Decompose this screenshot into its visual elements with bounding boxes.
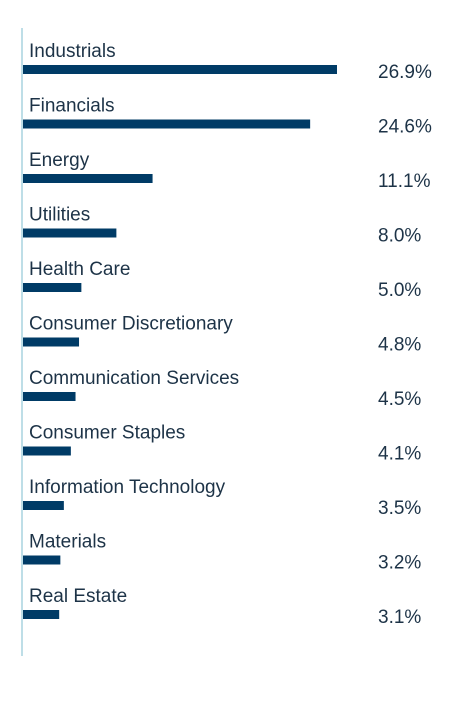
bar	[23, 610, 60, 619]
value-label: 5.0%	[378, 280, 421, 301]
bar	[23, 119, 311, 129]
value-label: 24.6%	[378, 117, 432, 138]
category-label: Consumer Discretionary	[29, 314, 233, 335]
bar-row: Information Technology 3.5%	[23, 477, 421, 519]
bar-row: Industrials 26.9%	[23, 41, 432, 83]
value-label: 26.9%	[378, 62, 432, 83]
category-label: Financials	[29, 96, 115, 117]
bar-row: Communication Services 4.5%	[23, 368, 421, 410]
value-label: 4.1%	[378, 444, 421, 465]
bar	[23, 337, 80, 347]
value-label: 3.2%	[378, 553, 421, 574]
category-label: Information Technology	[29, 477, 226, 498]
bar	[23, 228, 117, 238]
value-label: 3.5%	[378, 498, 421, 519]
value-label: 4.8%	[378, 335, 421, 356]
bar-row: Energy 11.1%	[23, 150, 431, 192]
bar-row: Consumer Discretionary 4.8%	[23, 314, 421, 356]
bar	[23, 501, 64, 510]
category-label: Health Care	[29, 259, 130, 280]
bar-row: Health Care 5.0%	[23, 259, 421, 301]
bar-row: Consumer Staples 4.1%	[23, 423, 421, 465]
category-label: Industrials	[29, 41, 116, 62]
bar-row: Utilities 8.0%	[23, 205, 421, 247]
bar	[23, 283, 82, 292]
bar	[23, 392, 76, 401]
category-label: Materials	[29, 532, 106, 553]
category-label: Consumer Staples	[29, 423, 185, 444]
bar	[23, 65, 337, 74]
bar	[23, 555, 61, 565]
bar-row: Financials 24.6%	[23, 96, 432, 138]
category-label: Communication Services	[29, 368, 239, 389]
value-label: 4.5%	[378, 389, 421, 410]
value-label: 11.1%	[378, 171, 431, 192]
bar-row: Materials 3.2%	[23, 532, 421, 574]
bars-group: Industrials 26.9% Financials 24.6% Energy 11.…	[23, 41, 432, 628]
category-label: Energy	[29, 150, 90, 171]
value-label: 8.0%	[378, 226, 421, 247]
bar	[23, 174, 153, 183]
category-label: Utilities	[29, 205, 90, 226]
value-label: 3.1%	[378, 607, 421, 628]
bar-row: Real Estate 3.1%	[23, 586, 421, 628]
category-label: Real Estate	[29, 586, 127, 607]
bar	[23, 446, 71, 456]
